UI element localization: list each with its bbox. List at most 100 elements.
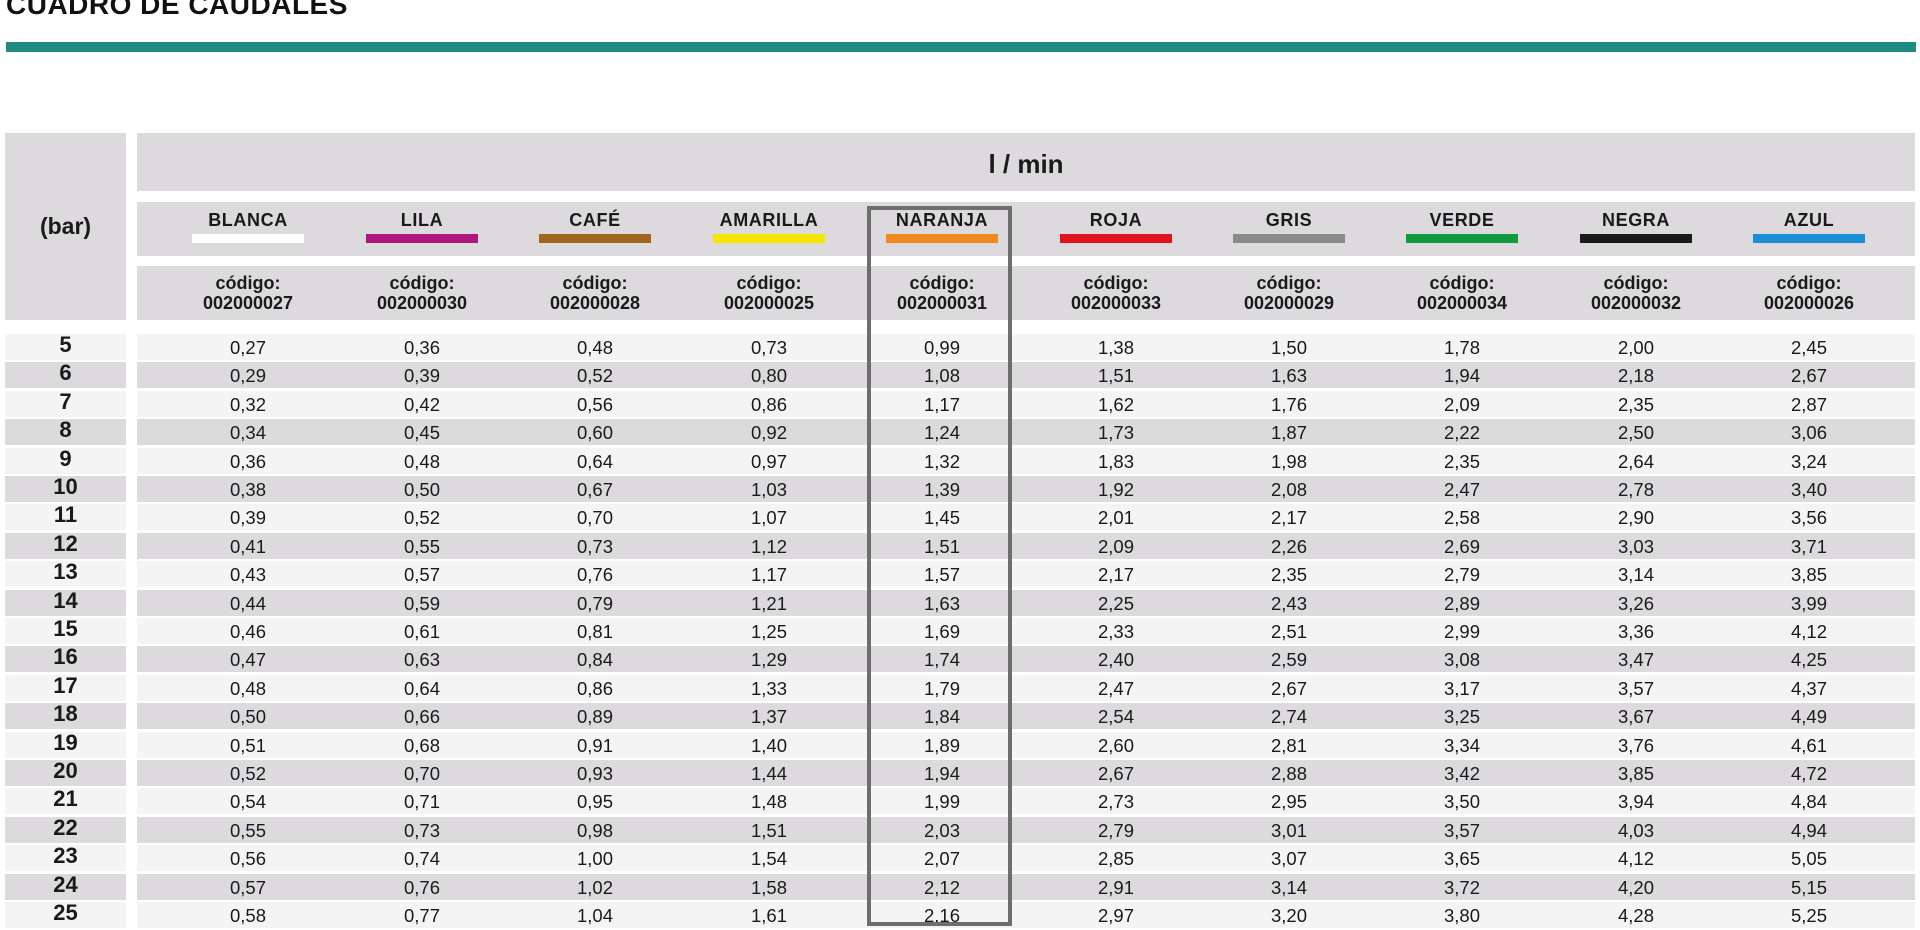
table-cell: 0,42 — [403, 394, 440, 415]
table-cell: 1,07 — [750, 507, 787, 528]
table-cell: 0,54 — [229, 791, 266, 812]
table-cell: 4,28 — [1617, 905, 1654, 926]
row-label-band — [5, 788, 126, 814]
table-cell: 2,45 — [1790, 337, 1827, 358]
table-cell: 1,32 — [923, 451, 960, 472]
table-cell: 2,07 — [923, 848, 960, 869]
table-cell: 1,63 — [1270, 365, 1307, 386]
table-cell: 2,60 — [1097, 735, 1134, 756]
table-row — [137, 334, 1915, 360]
table-cell: 0,98 — [576, 820, 613, 841]
title-underline — [6, 42, 1916, 52]
color-swatch-amarilla — [713, 234, 825, 243]
code-value: 002000032 — [1590, 293, 1682, 313]
table-cell: 0,74 — [403, 848, 440, 869]
table-cell: 0,32 — [229, 394, 266, 415]
table-cell: 0,27 — [229, 337, 266, 358]
row-label-band — [5, 448, 126, 474]
table-cell: 1,74 — [923, 649, 960, 670]
table-cell: 3,57 — [1617, 678, 1654, 699]
table-cell: 2,00 — [1617, 337, 1654, 358]
table-cell: 1,25 — [750, 621, 787, 642]
row-header-label: (bar) — [39, 213, 92, 239]
table-cell: 3,40 — [1790, 479, 1827, 500]
table-cell: 1,00 — [576, 848, 613, 869]
table-cell: 0,89 — [576, 706, 613, 727]
table-cell: 2,01 — [1097, 507, 1134, 528]
table-cell: 0,86 — [576, 678, 613, 699]
table-cell: 2,85 — [1097, 848, 1134, 869]
table-cell: 2,35 — [1443, 451, 1480, 472]
table-cell: 2,69 — [1443, 536, 1480, 557]
row-label-band — [5, 476, 126, 502]
table-cell: 2,50 — [1617, 422, 1654, 443]
table-cell: 1,57 — [923, 564, 960, 585]
table-cell: 1,45 — [923, 507, 960, 528]
column-code-negra: código: 002000032 — [1561, 273, 1711, 313]
table-row — [137, 817, 1915, 843]
table-row — [137, 419, 1915, 445]
table-cell: 3,47 — [1617, 649, 1654, 670]
table-cell: 0,52 — [403, 507, 440, 528]
table-cell: 3,07 — [1270, 848, 1307, 869]
table-row — [137, 448, 1915, 474]
table-cell: 3,06 — [1790, 422, 1827, 443]
table-cell: 0,92 — [750, 422, 787, 443]
table-cell: 2,51 — [1270, 621, 1307, 642]
table-cell: 1,17 — [750, 564, 787, 585]
table-cell: 1,98 — [1270, 451, 1307, 472]
table-cell: 0,36 — [229, 451, 266, 472]
table-cell: 0,68 — [403, 735, 440, 756]
table-cell: 0,39 — [403, 365, 440, 386]
code-label: código: — [1429, 273, 1495, 293]
column-code-lila: código: 002000030 — [347, 273, 497, 313]
table-cell: 2,73 — [1097, 791, 1134, 812]
row-pressure-label: 11 — [53, 502, 78, 527]
table-cell: 4,49 — [1790, 706, 1827, 727]
table-cell: 0,97 — [750, 451, 787, 472]
table-cell: 3,67 — [1617, 706, 1654, 727]
table-cell: 1,29 — [750, 649, 787, 670]
table-cell: 0,46 — [229, 621, 266, 642]
column-code-blanca: código: 002000027 — [173, 273, 323, 313]
row-label-band — [5, 760, 126, 786]
table-cell: 1,94 — [1443, 365, 1480, 386]
column-code-naranja: código: 002000031 — [867, 273, 1017, 313]
table-cell: 1,92 — [1097, 479, 1134, 500]
row-label-band — [5, 732, 126, 758]
table-cell: 0,70 — [403, 763, 440, 784]
table-cell: 0,52 — [229, 763, 266, 784]
table-cell: 3,85 — [1790, 564, 1827, 585]
code-value: 002000033 — [1070, 293, 1162, 313]
table-cell: 3,36 — [1617, 621, 1654, 642]
code-value: 002000026 — [1763, 293, 1855, 313]
table-cell: 1,38 — [1097, 337, 1134, 358]
table-cell: 3,76 — [1617, 735, 1654, 756]
column-name-caf-: CAFÉ — [569, 210, 621, 230]
column-name-roja: ROJA — [1089, 210, 1143, 230]
color-swatch-verde — [1406, 234, 1518, 243]
row-pressure-label: 18 — [53, 701, 78, 726]
column-name-verde: VERDE — [1429, 210, 1495, 230]
row-pressure-label: 10 — [53, 474, 78, 499]
table-cell: 2,54 — [1097, 706, 1134, 727]
table-cell: 0,76 — [576, 564, 613, 585]
table-row — [137, 561, 1915, 587]
table-cell: 3,14 — [1617, 564, 1654, 585]
row-pressure-label: 12 — [53, 531, 78, 556]
page-title: CUADRO DE CAUDALES — [6, 0, 348, 20]
row-pressure-label: 20 — [53, 758, 78, 783]
code-value: 002000025 — [723, 293, 815, 313]
table-cell: 2,78 — [1617, 479, 1654, 500]
table-cell: 4,25 — [1790, 649, 1827, 670]
table-cell: 2,40 — [1097, 649, 1134, 670]
table-cell: 1,58 — [750, 877, 787, 898]
table-cell: 0,91 — [576, 735, 613, 756]
table-cell: 2,25 — [1097, 593, 1134, 614]
column-code-caf-: código: 002000028 — [520, 273, 670, 313]
table-cell: 1,79 — [923, 678, 960, 699]
table-cell: 0,48 — [229, 678, 266, 699]
table-cell: 4,61 — [1790, 735, 1827, 756]
code-label: código: — [736, 273, 802, 293]
table-cell: 3,99 — [1790, 593, 1827, 614]
